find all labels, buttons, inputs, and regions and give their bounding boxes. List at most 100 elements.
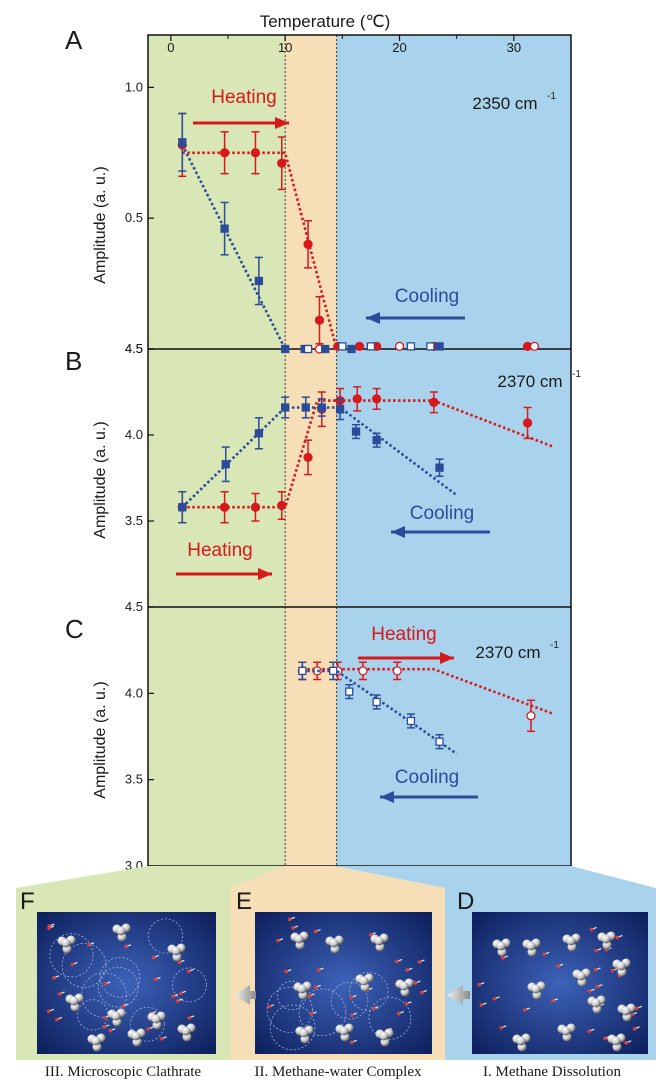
hbond-ring — [147, 918, 184, 954]
water-oxygen — [123, 944, 128, 949]
methane-molecule — [147, 1011, 166, 1030]
methane-atom — [151, 1014, 161, 1024]
wavenumber-superscript: -1 — [550, 640, 559, 651]
data-point — [345, 687, 354, 696]
data-point — [351, 427, 361, 436]
methane-atom — [131, 1031, 141, 1041]
hbond-ring — [298, 988, 347, 1037]
water-oxygen — [186, 969, 191, 974]
water-oxygen — [87, 942, 91, 947]
methane-atom — [171, 946, 181, 956]
data-point — [406, 716, 416, 726]
methane-atom — [69, 996, 79, 1006]
water-oxygen — [610, 968, 615, 973]
methane-atom — [379, 1031, 389, 1041]
methane-atom — [601, 934, 611, 944]
water-oxygen — [542, 952, 546, 957]
water-oxygen — [635, 1006, 639, 1011]
panel-letter: B — [65, 346, 82, 376]
zone-dissolution-bg — [336, 35, 571, 866]
plot-area — [147, 34, 572, 867]
water-oxygen — [108, 1028, 113, 1033]
top-axis-label: Temperature (℃) — [260, 12, 391, 31]
data-point — [178, 138, 187, 147]
data-point — [250, 148, 261, 158]
data-point — [522, 418, 533, 428]
water-oxygen — [477, 982, 481, 987]
water-oxygen — [349, 995, 354, 1000]
water-oxygen — [595, 984, 600, 989]
methane-molecule — [527, 981, 546, 1000]
methane-atom — [61, 938, 71, 948]
data-point — [178, 503, 187, 512]
water-oxygen — [153, 977, 158, 982]
heating-label: Heating — [211, 87, 277, 108]
methane-molecule — [177, 1023, 196, 1042]
methane-molecule — [290, 931, 309, 950]
methane-atom — [621, 1006, 631, 1016]
fit-line — [302, 667, 555, 716]
arrow-left-icon — [447, 985, 470, 1005]
fit-line — [181, 144, 287, 350]
water-oxygen — [499, 1025, 504, 1030]
hbond-ring — [330, 981, 369, 1020]
water-oxygen — [550, 999, 555, 1003]
heating-arrow-icon-head — [440, 652, 454, 664]
methane-molecule — [375, 1028, 394, 1047]
water-oxygen — [121, 1004, 125, 1009]
top-axis-tick-label: 30 — [507, 40, 521, 55]
methane-atom — [516, 1036, 526, 1046]
water-oxygen — [479, 1003, 484, 1007]
data-point — [219, 148, 230, 158]
methane-molecule — [87, 1033, 106, 1052]
hbond-ring — [97, 966, 139, 1008]
data-point — [347, 344, 356, 354]
zone-dissolution-wedge — [335, 866, 656, 888]
wavenumber-label: 2350 cm — [472, 94, 537, 113]
y-axis-label: Amplitude (a. u.) — [92, 166, 109, 283]
y-tick-label: 4.5 — [125, 599, 143, 614]
y-tick-label: 0.5 — [125, 210, 143, 225]
cooling-label: Cooling — [395, 286, 459, 307]
methane-atom — [566, 936, 576, 946]
data-point — [303, 344, 313, 354]
hbond-ring — [349, 971, 389, 1012]
hbond-ring — [172, 967, 207, 1003]
wavenumber-label: 2370 cm — [497, 372, 562, 391]
stage-panels: F E D III. Microscopic Clathrate II. Met… — [16, 866, 656, 1080]
water-oxygen — [52, 976, 56, 980]
data-point — [221, 460, 230, 469]
water-oxygen — [395, 959, 399, 964]
water-oxygen — [177, 960, 182, 965]
water-oxygen — [556, 964, 560, 969]
data-point — [250, 502, 261, 512]
data-point — [301, 403, 310, 412]
data-point — [392, 666, 402, 676]
panel-letter: A — [65, 25, 83, 55]
water-oxygen — [313, 929, 318, 934]
panel-letter-D: D — [457, 888, 474, 915]
zone-clathrate-wedge — [16, 866, 283, 888]
methane-molecule — [112, 923, 131, 942]
methane-molecule — [617, 1003, 636, 1022]
data-point — [366, 342, 376, 351]
water-oxygen — [103, 982, 108, 986]
methane-molecule — [167, 943, 186, 962]
panel-letter-F: F — [20, 888, 35, 915]
water-oxygen — [350, 1013, 354, 1017]
methane-atom — [297, 984, 307, 994]
data-point — [277, 158, 287, 168]
water-oxygen — [501, 956, 505, 960]
panel-B: B Amplitude (a. u.) 3.5 4.0 4.5 2370 cm -1 Heat… — [65, 341, 581, 580]
data-point — [429, 397, 439, 407]
data-point — [358, 666, 368, 676]
data-point — [303, 452, 313, 463]
stage-caption-dissolution: I. Methane Dissolution — [483, 1064, 621, 1080]
methane-molecule — [107, 1008, 126, 1027]
methane-molecule — [562, 933, 581, 952]
data-point — [372, 697, 381, 707]
data-point — [426, 342, 435, 351]
water-oxygen — [47, 926, 51, 930]
water-network — [266, 916, 428, 1051]
zone-complex-wedge — [230, 866, 445, 888]
